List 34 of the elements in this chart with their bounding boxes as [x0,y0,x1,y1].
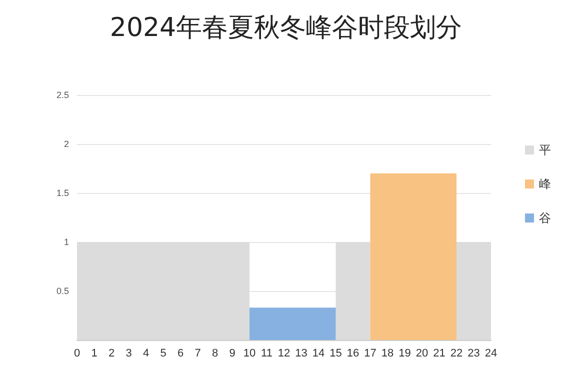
legend-label: 谷 [539,211,551,225]
x-tick-label: 18 [381,348,394,360]
x-tick-label: 6 [177,348,184,360]
x-tick-label: 9 [229,348,236,360]
x-tick-label: 19 [398,348,411,360]
x-tick-label: 5 [160,348,166,360]
legend-label: 峰 [539,177,551,191]
x-tick-label: 15 [330,348,342,360]
x-tick-label: 8 [212,348,218,360]
chart-title: 2024年春夏秋冬峰谷时段划分 [110,13,462,43]
x-tick-label: 16 [346,348,360,360]
x-tick-label: 20 [416,348,428,360]
x-tick-label: 13 [295,348,308,360]
x-tick-label: 22 [450,348,463,360]
y-tick-label: 1 [64,237,69,247]
y-tick-label: 1.5 [56,188,69,198]
x-tick-label: 10 [243,348,256,360]
x-tick-label: 14 [312,348,325,360]
y-tick-label: 0.5 [56,286,69,296]
x-tick-label: 4 [142,348,150,360]
x-tick-label: 0 [74,348,80,360]
legend-label: 平 [539,143,551,157]
x-tick-label: 7 [194,348,201,360]
x-tick-label: 24 [484,348,498,360]
x-tick-label: 2 [108,348,115,360]
x-tick-label: 1 [91,348,98,360]
x-tick-label: 23 [468,348,480,360]
x-tick-label: 17 [364,348,376,360]
x-tick-label: 21 [433,348,446,360]
x-tick-label: 3 [126,348,132,360]
y-tick-label: 2 [64,139,69,149]
x-tick-label: 12 [278,348,290,360]
y-tick-label: 2.5 [56,90,69,100]
x-tick-label: 11 [261,348,272,360]
